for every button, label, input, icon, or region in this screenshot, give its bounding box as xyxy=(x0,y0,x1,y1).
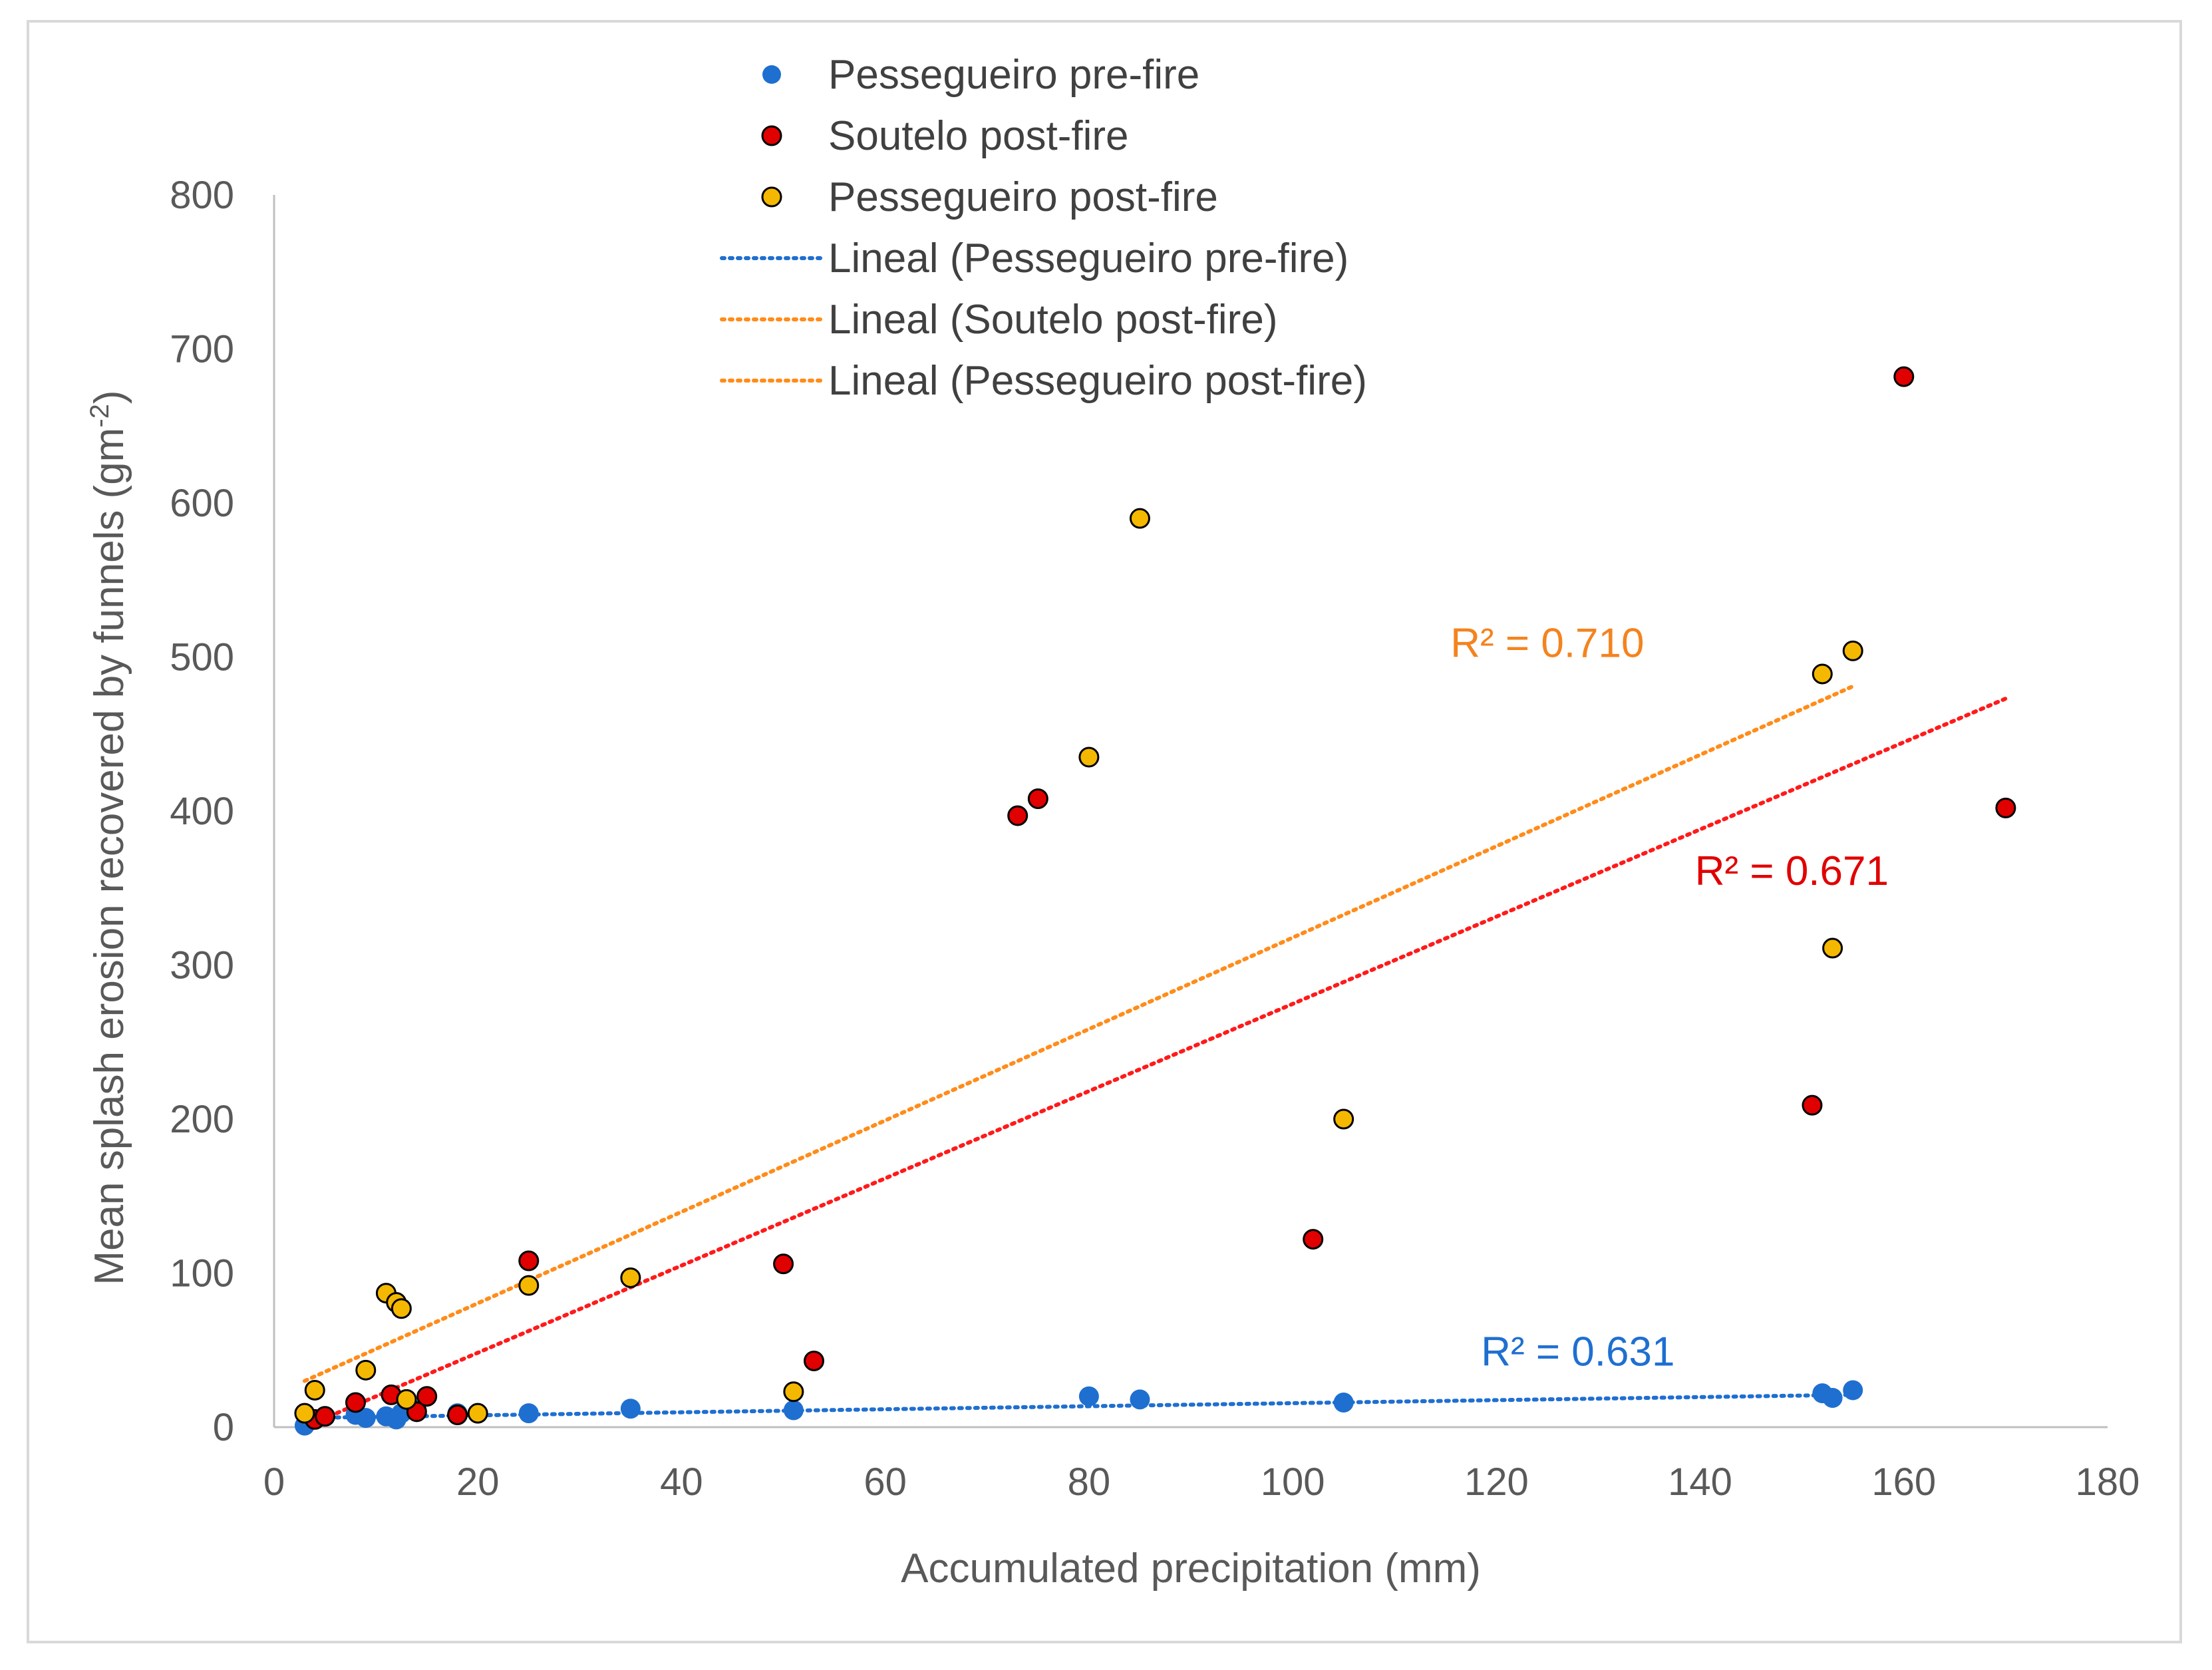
data-point-post xyxy=(355,1359,377,1381)
data-point-soutelo xyxy=(345,1392,366,1413)
data-point-soutelo xyxy=(773,1253,794,1275)
data-point-pre xyxy=(1078,1386,1099,1407)
y-tick-label: 500 xyxy=(170,636,234,679)
data-point-pre xyxy=(355,1408,376,1428)
data-point-pre xyxy=(1822,1388,1843,1409)
y-tick-label: 800 xyxy=(170,174,234,217)
y-tick-label: 100 xyxy=(170,1252,234,1295)
r2-label: R² = 0.631 xyxy=(1481,1329,1674,1375)
data-point-soutelo xyxy=(315,1406,336,1427)
legend-dot-swatch xyxy=(762,65,781,84)
chart-frame xyxy=(27,20,2182,1643)
r2-label: R² = 0.671 xyxy=(1695,848,1889,894)
data-point-post xyxy=(1842,640,1863,661)
x-tick-label: 20 xyxy=(456,1460,500,1504)
data-point-post xyxy=(1129,508,1150,529)
data-point-post xyxy=(294,1403,315,1424)
legend-label: Pessegueiro post-fire xyxy=(828,174,1218,220)
legend-label: Pessegueiro pre-fire xyxy=(828,52,1199,98)
data-point-soutelo xyxy=(1893,366,1915,387)
trendlines xyxy=(302,684,2008,1425)
legend: Pessegueiro pre-fire Soutelo post-fire Pes… xyxy=(720,52,1367,404)
y-tick-label: 200 xyxy=(170,1098,234,1141)
data-point-post xyxy=(304,1379,325,1401)
data-point-post xyxy=(391,1298,412,1319)
data-point-post xyxy=(396,1389,417,1410)
data-point-post xyxy=(518,1275,540,1296)
x-tick-label: 140 xyxy=(1668,1460,1732,1504)
legend-label: Lineal (Pessegueiro post-fire) xyxy=(828,358,1367,404)
data-point-pre xyxy=(1843,1380,1863,1401)
x-tick-label: 120 xyxy=(1464,1460,1529,1504)
x-tick-label: 100 xyxy=(1261,1460,1325,1504)
data-point-soutelo xyxy=(518,1250,540,1271)
data-point-soutelo xyxy=(447,1404,468,1425)
y-axis-title: Mean splash erosion recovered by funnels… xyxy=(85,390,132,1285)
data-point-pre xyxy=(783,1400,804,1420)
y-tick-label: 600 xyxy=(170,482,234,525)
x-tick-label: 40 xyxy=(660,1460,703,1504)
data-point-pre xyxy=(1130,1389,1150,1410)
data-point-soutelo xyxy=(1802,1094,1823,1116)
legend-dot-swatch xyxy=(761,125,782,146)
x-axis-title: Accumulated precipitation (mm) xyxy=(901,1546,1481,1591)
y-tick-label: 300 xyxy=(170,944,234,987)
r2-labels: R² = 0.631 R² = 0.710 R² = 0.671 xyxy=(1450,621,1889,1375)
data-point-post xyxy=(1822,937,1843,959)
data-point-pre xyxy=(518,1403,539,1424)
y-axis-title-end: ) xyxy=(86,390,132,404)
legend-label: Lineal (Soutelo post-fire) xyxy=(828,297,1277,343)
data-point-soutelo xyxy=(1995,797,2016,818)
y-axis-title-sup: -2 xyxy=(85,404,114,428)
y-tick-label: 400 xyxy=(170,790,234,833)
y-axis-title-main: Mean splash erosion recovered by funnels… xyxy=(86,428,132,1285)
data-point-post xyxy=(783,1381,804,1403)
x-tick-label: 80 xyxy=(1068,1460,1111,1504)
legend-label: Lineal (Pessegueiro pre-fire) xyxy=(828,236,1348,281)
trendline xyxy=(302,1393,1855,1420)
y-tick-label: 0 xyxy=(213,1406,234,1449)
data-point-pre xyxy=(620,1399,641,1419)
trendline xyxy=(302,684,1855,1383)
x-tick-label: 160 xyxy=(1871,1460,1936,1504)
data-point-post xyxy=(1078,747,1100,768)
data-point-post xyxy=(467,1403,488,1424)
y-tick-label: 700 xyxy=(170,328,234,371)
data-point-post xyxy=(620,1267,641,1288)
r2-label: R² = 0.710 xyxy=(1450,621,1644,667)
x-tick-label: 60 xyxy=(864,1460,907,1504)
data-points xyxy=(294,366,2016,1436)
trendline xyxy=(313,697,2008,1425)
data-point-soutelo xyxy=(1007,805,1028,826)
legend-label: Soutelo post-fire xyxy=(828,113,1128,159)
legend-dot-swatch xyxy=(761,186,782,208)
x-tick-label: 0 xyxy=(263,1460,285,1504)
x-tick-label: 180 xyxy=(2076,1460,2140,1504)
data-point-soutelo xyxy=(416,1386,438,1407)
data-point-soutelo xyxy=(1027,788,1048,809)
data-point-soutelo xyxy=(1303,1229,1324,1250)
axes: 0 100 200 300 400 500 600 700 800 0 20 40 60 80 100 120… xyxy=(170,174,2139,1504)
data-point-post xyxy=(1812,663,1833,685)
data-point-post xyxy=(1333,1108,1354,1130)
data-point-soutelo xyxy=(803,1350,824,1371)
data-point-pre xyxy=(1333,1392,1354,1413)
